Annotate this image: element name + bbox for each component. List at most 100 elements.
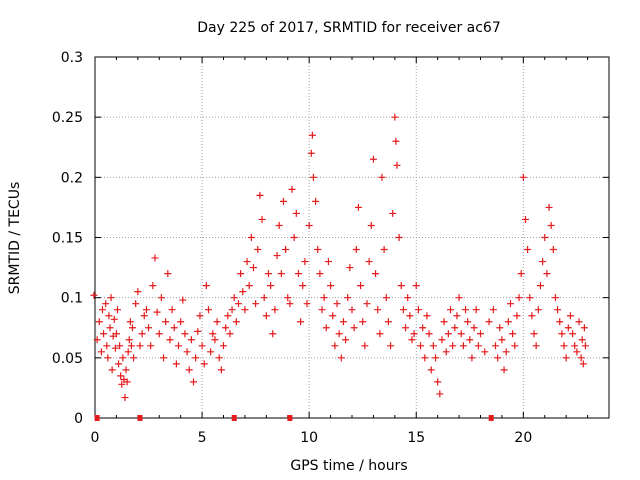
- data-point: [331, 342, 339, 350]
- data-point: [288, 185, 296, 193]
- data-point: [517, 270, 525, 278]
- data-point: [472, 306, 480, 314]
- y-tick-label: 0.1: [61, 291, 83, 307]
- data-point: [500, 366, 508, 374]
- data-point: [113, 306, 121, 314]
- data-point: [571, 342, 579, 350]
- data-point: [462, 306, 470, 314]
- data-point: [440, 318, 448, 326]
- y-axis-ticks: 0 0.05 0.1 0.15 0.2 0.25 0.3: [52, 50, 609, 427]
- data-point: [209, 330, 217, 338]
- data-point: [392, 137, 400, 145]
- data-point: [118, 380, 126, 388]
- data-point: [269, 330, 277, 338]
- data-point: [404, 294, 412, 302]
- data-point: [224, 312, 232, 320]
- data-point: [369, 155, 377, 163]
- data-point: [506, 300, 514, 308]
- data-point: [160, 354, 168, 362]
- data-point: [427, 366, 435, 374]
- data-point: [128, 324, 136, 332]
- data-point: [170, 324, 178, 332]
- data-point: [200, 360, 208, 368]
- data-point: [521, 215, 529, 223]
- data-point: [419, 324, 427, 332]
- data-point: [297, 318, 305, 326]
- data-point: [106, 324, 114, 332]
- data-point: [337, 354, 345, 362]
- data-point: [294, 270, 302, 278]
- data-point: [365, 258, 373, 266]
- data-point: [130, 354, 138, 362]
- data-point: [252, 300, 260, 308]
- data-point: [578, 336, 586, 344]
- data-point: [423, 312, 431, 320]
- data-point: [222, 324, 230, 332]
- x-axis-label: GPS time / hours: [290, 458, 407, 474]
- zero-marker: [137, 415, 143, 421]
- data-point: [164, 270, 172, 278]
- data-point: [271, 306, 279, 314]
- data-point: [155, 330, 163, 338]
- data-point: [107, 294, 115, 302]
- data-point: [573, 348, 581, 356]
- data-point: [254, 246, 262, 254]
- data-point: [140, 312, 148, 320]
- data-point: [301, 258, 309, 266]
- data-point: [237, 270, 245, 278]
- data-point: [277, 270, 285, 278]
- data-point: [108, 366, 116, 374]
- data-point: [425, 330, 433, 338]
- x-axis-ticks: 0 5 10 15 20: [91, 57, 589, 446]
- data-point: [256, 191, 264, 199]
- y-tick-label: 0.3: [61, 50, 83, 66]
- data-point: [387, 342, 395, 350]
- data-point: [434, 378, 442, 386]
- data-point: [166, 336, 174, 344]
- data-point: [357, 282, 365, 290]
- data-point: [122, 366, 130, 374]
- data-point: [202, 282, 210, 290]
- data-point: [138, 330, 146, 338]
- data-point: [211, 336, 219, 344]
- data-point: [575, 318, 583, 326]
- data-point: [399, 306, 407, 314]
- data-point: [177, 318, 185, 326]
- data-point: [147, 342, 155, 350]
- data-point: [380, 246, 388, 254]
- data-point: [438, 336, 446, 344]
- data-point: [134, 288, 142, 296]
- x-tick-label: 20: [514, 430, 532, 446]
- data-point: [162, 318, 170, 326]
- data-point: [524, 246, 532, 254]
- data-point: [410, 330, 418, 338]
- data-point: [153, 308, 161, 316]
- data-point: [455, 294, 463, 302]
- grid: [95, 57, 609, 418]
- data-point: [241, 306, 249, 314]
- zero-markers: [94, 415, 494, 421]
- x-tick-label: 5: [198, 430, 207, 446]
- data-point: [194, 327, 202, 335]
- data-point: [127, 342, 135, 350]
- x-tick-label: 10: [300, 430, 318, 446]
- data-point: [284, 294, 292, 302]
- data-point: [316, 270, 324, 278]
- data-point: [459, 342, 467, 350]
- data-point: [279, 197, 287, 205]
- data-point: [496, 324, 504, 332]
- data-point: [534, 306, 542, 314]
- data-point: [205, 306, 213, 314]
- data-point: [491, 342, 499, 350]
- data-point: [322, 324, 330, 332]
- data-point: [95, 318, 103, 326]
- data-point: [442, 348, 450, 356]
- data-point: [352, 246, 360, 254]
- data-point: [329, 312, 337, 320]
- data-point: [305, 221, 313, 229]
- data-point: [98, 306, 106, 314]
- data-point: [436, 390, 444, 398]
- data-point: [447, 306, 455, 314]
- data-point: [397, 282, 405, 290]
- data-point: [543, 270, 551, 278]
